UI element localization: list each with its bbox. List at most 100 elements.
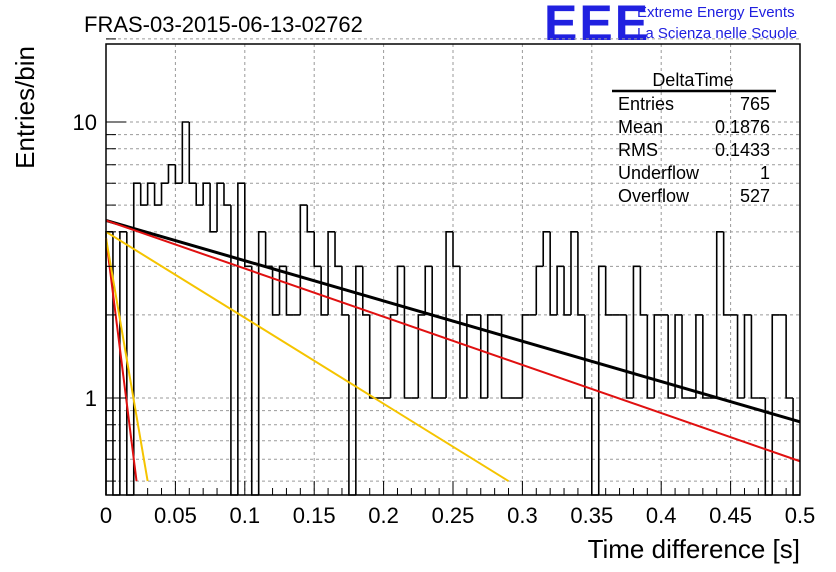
x-tick-label: 0.25 — [432, 503, 475, 528]
histogram-bin — [264, 231, 273, 268]
histogram-bin — [771, 314, 780, 495]
chart-title: FRAS-03-2015-06-13-02762 — [84, 12, 363, 37]
stats-value: 0.1433 — [715, 140, 770, 160]
histogram-bin — [341, 266, 349, 316]
histogram-bin — [556, 265, 565, 315]
histogram-bin — [237, 182, 245, 495]
histogram-bin — [792, 398, 800, 496]
histogram-bin — [542, 231, 551, 267]
histogram-bin — [139, 183, 148, 206]
histogram-bin — [653, 314, 662, 398]
histogram-bin — [389, 314, 398, 398]
stats-value: 765 — [740, 94, 770, 114]
stats-label: Entries — [618, 94, 674, 114]
histogram-bin — [452, 231, 460, 268]
histogram-bin — [146, 182, 155, 206]
x-tick-label: 0.45 — [709, 503, 752, 528]
histogram-bin — [722, 231, 731, 316]
logo-line-2: La Scienza nelle Scuole — [637, 25, 797, 42]
histogram-bin — [632, 265, 641, 398]
histogram-bin — [209, 183, 218, 233]
histogram-bin — [278, 265, 287, 315]
y-tick-label: 1 — [85, 386, 97, 411]
histogram-bin — [424, 265, 433, 315]
fit-curves — [105, 218, 801, 482]
histogram-bin — [320, 266, 329, 316]
histogram-bin — [174, 164, 183, 185]
histogram-bin — [257, 231, 266, 495]
logo-line-1: Extreme Energy Events — [637, 4, 795, 21]
x-tick-label: 0.3 — [507, 503, 538, 528]
histogram-bin — [361, 266, 370, 316]
x-tick-label: 0.1 — [230, 503, 261, 528]
stats-value: 1 — [760, 163, 770, 183]
x-tick-label: 0 — [100, 503, 112, 528]
histogram-bin — [674, 314, 683, 398]
histogram-bin — [743, 314, 752, 398]
histogram-bin — [715, 231, 724, 398]
stats-label: Overflow — [618, 186, 690, 206]
histogram-bin — [549, 231, 558, 316]
stats-label: Underflow — [618, 163, 700, 183]
histogram-bin — [167, 163, 176, 184]
histogram-bin — [271, 266, 280, 316]
fit-line — [105, 219, 801, 463]
stats-label: Mean — [618, 117, 663, 137]
y-axis-title: Entries/bin — [10, 46, 40, 169]
histogram-bin — [702, 314, 710, 399]
stats-label: RMS — [618, 140, 658, 160]
histogram-bin — [188, 122, 197, 185]
x-tick-label: 0.15 — [293, 503, 336, 528]
x-tick-label: 0.5 — [785, 503, 816, 528]
x-tick-label: 0.35 — [570, 503, 613, 528]
fit-line — [105, 237, 149, 482]
histogram-bin — [479, 314, 488, 399]
fit-line — [105, 237, 138, 482]
histogram-bin — [736, 314, 745, 399]
stats-box: DeltaTime Entries 765 Mean 0.1876 RMS 0.… — [612, 70, 776, 206]
histogram-bin — [348, 314, 356, 496]
eee-logo: EEE — [544, 0, 650, 51]
histogram-bin — [368, 314, 377, 399]
histogram-bin — [299, 204, 308, 315]
histogram-bin — [431, 266, 440, 399]
histogram-bin — [639, 266, 648, 316]
histogram-bin — [625, 314, 634, 399]
histogram-bin — [750, 314, 759, 399]
stats-title: DeltaTime — [652, 70, 733, 90]
histogram-bin — [597, 265, 606, 495]
histogram-bin — [584, 314, 592, 399]
histogram-bin — [306, 205, 315, 233]
histogram-bin — [785, 314, 794, 399]
histogram-bin — [119, 231, 127, 495]
histogram-bin — [250, 266, 259, 496]
histogram-bin — [535, 265, 544, 315]
histogram-bin — [466, 314, 474, 398]
histogram-bin — [112, 231, 120, 496]
histogram-bin — [604, 266, 613, 316]
histogram-bin — [695, 314, 703, 398]
stats-value: 527 — [740, 186, 770, 206]
histogram-bin — [667, 314, 676, 399]
histogram-bin — [334, 231, 342, 268]
histogram-bin — [244, 183, 252, 268]
histogram-bin — [223, 183, 231, 206]
histogram-bin — [521, 314, 530, 398]
x-tick-label: 0.4 — [646, 503, 677, 528]
fit-line — [105, 230, 510, 482]
fit-line — [105, 218, 801, 424]
histogram-bin — [570, 231, 578, 315]
histogram-bin — [153, 183, 162, 206]
histogram-bin — [486, 314, 495, 398]
histogram-bin — [327, 231, 336, 315]
histogram-bin — [591, 398, 599, 496]
histogram-bin — [202, 182, 211, 206]
histogram-bin — [355, 265, 363, 495]
x-tick-label: 0.2 — [368, 503, 399, 528]
stats-value: 0.1876 — [715, 117, 770, 137]
x-tick-label: 0.05 — [154, 503, 197, 528]
axis-ticks: 0 0.05 0.1 0.15 0.2 0.25 0.3 0.35 0.4 0.45 0.5 1 10 — [73, 38, 816, 528]
histogram-bin — [313, 231, 322, 268]
histogram-bin — [403, 266, 412, 399]
